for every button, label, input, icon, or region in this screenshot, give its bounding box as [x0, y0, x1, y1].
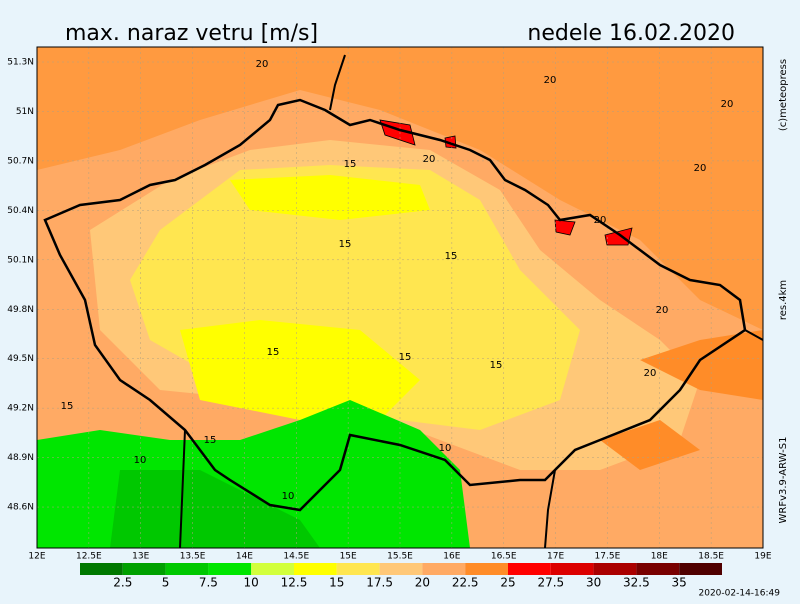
contour-label: 15 — [204, 435, 217, 446]
contour-label: 20 — [594, 215, 607, 226]
contour-label: 15 — [344, 159, 357, 170]
lat-label: 48.9N — [7, 453, 34, 463]
legend-swatch — [422, 563, 466, 575]
lat-label: 49.8N — [7, 305, 34, 315]
lon-label: 15E — [340, 552, 357, 562]
lon-label: 16E — [443, 552, 460, 562]
legend-swatch — [679, 563, 722, 575]
legend-swatch — [465, 563, 508, 575]
lat-label: 48.6N — [7, 503, 34, 513]
lon-label: 16.5E — [491, 552, 517, 562]
legend-label: 25 — [500, 576, 515, 590]
lon-label: 13E — [132, 552, 149, 562]
date: nedele 16.02.2020 — [527, 21, 735, 46]
contour-label: 15 — [339, 239, 352, 250]
contour-labels: 20 20 20 20 20 20 20 15 15 15 15 15 15 1… — [61, 59, 734, 502]
legend-label: 10 — [244, 576, 259, 590]
map-frame — [36, 46, 764, 549]
legend-label: 32.5 — [623, 576, 650, 590]
lat-label: 49.2N — [7, 404, 34, 414]
lat-label: 50.7N — [7, 156, 34, 166]
contour-label: 15 — [445, 251, 458, 262]
contour-label: 10 — [439, 443, 452, 454]
lon-label: 18E — [651, 552, 668, 562]
title: max. naraz vetru [m/s] — [65, 21, 318, 46]
lon-label: 17E — [547, 552, 564, 562]
contour-label: 20 — [423, 154, 436, 165]
model: WRFv3.9-ARW-S1 — [778, 437, 789, 524]
lat-label: 51N — [16, 107, 34, 117]
legend-label: 27.5 — [537, 576, 564, 590]
lon-label: 17.5E — [595, 552, 621, 562]
legend-swatch — [593, 563, 637, 575]
lon-label: 12E — [28, 552, 45, 562]
field-strong — [37, 47, 763, 330]
contour-label: 15 — [267, 347, 280, 358]
legend-label: 5 — [162, 576, 170, 590]
contour-label: 20 — [694, 163, 707, 174]
legend-swatch — [294, 563, 337, 575]
legend-swatch — [550, 563, 594, 575]
lon-label: 13.5E — [180, 552, 206, 562]
legend-swatch — [336, 563, 380, 575]
contour-label: 15 — [490, 360, 503, 371]
legend-swatch — [165, 563, 209, 575]
contour-label: 20 — [721, 99, 734, 110]
legend-swatch — [208, 563, 252, 575]
lat-label: 50.4N — [7, 206, 34, 216]
contour-label: 20 — [544, 75, 557, 86]
legend-label: 7.5 — [199, 576, 218, 590]
legend-label: 15 — [329, 576, 344, 590]
legend-swatch — [636, 563, 680, 575]
timestamp: 2020-02-14-16:49 — [699, 589, 781, 599]
legend-swatch — [80, 563, 123, 575]
neighbor-border — [179, 54, 763, 548]
contour-label: 20 — [644, 368, 657, 379]
legend-label: 17.5 — [366, 576, 393, 590]
field-strong-east — [600, 330, 763, 470]
legend-label: 35 — [672, 576, 687, 590]
copyright: (c)meteopress — [778, 59, 789, 131]
field-calm-core — [110, 470, 320, 548]
lon-label: 18.5E — [698, 552, 724, 562]
lon-label: 14E — [236, 552, 253, 562]
contour-label: 15 — [399, 352, 412, 363]
lon-label: 12.5E — [76, 552, 102, 562]
legend-swatch — [379, 563, 423, 575]
resolution: res.4km — [778, 280, 789, 320]
contour-label: 10 — [134, 455, 147, 466]
legend-swatch — [122, 563, 166, 575]
legend-label: 20 — [415, 576, 430, 590]
legend-label: 22.5 — [452, 576, 479, 590]
legend-label: 12.5 — [281, 576, 308, 590]
map-field — [37, 47, 763, 548]
contour-label: 20 — [656, 305, 669, 316]
country-border — [43, 98, 747, 512]
lon-label: 14.5E — [283, 552, 309, 562]
lat-label: 49.5N — [7, 354, 34, 364]
legend-swatch — [508, 563, 551, 575]
legend-label: 30 — [586, 576, 601, 590]
lon-label: 15.5E — [387, 552, 413, 562]
lat-label: 50.1N — [7, 255, 34, 265]
contour-label: 20 — [256, 59, 269, 70]
contour-label: 10 — [282, 491, 295, 502]
lat-label: 51.3N — [7, 58, 34, 68]
legend-swatch — [251, 563, 294, 575]
lon-label: 19E — [754, 552, 771, 562]
legend-label: 2.5 — [113, 576, 132, 590]
contour-label: 15 — [61, 401, 74, 412]
